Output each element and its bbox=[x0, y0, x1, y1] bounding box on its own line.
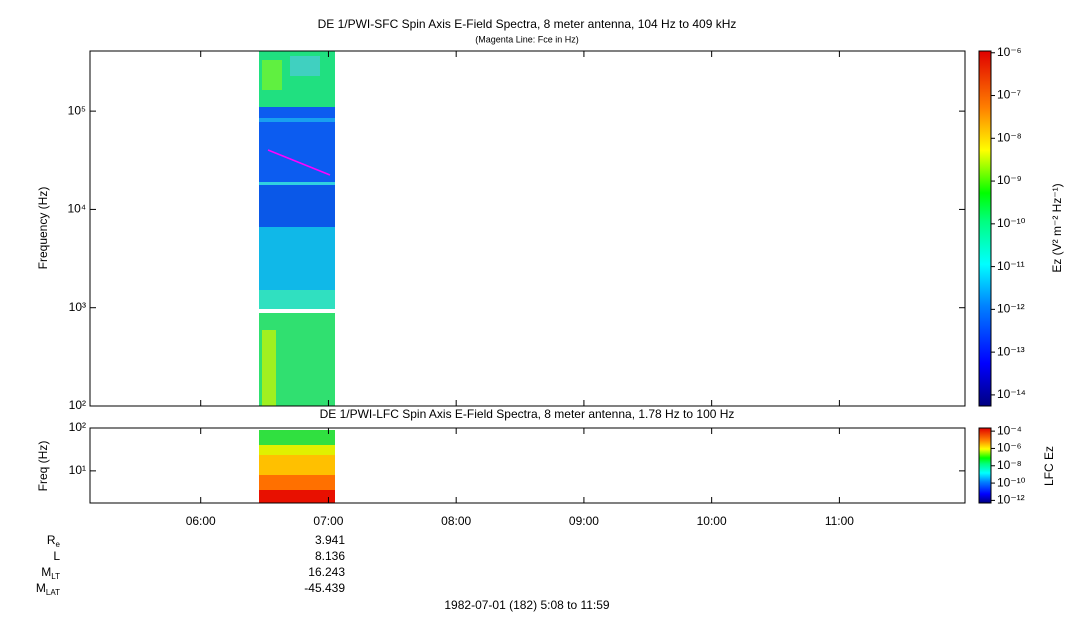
colorbar-tick-label: 10⁻⁴ bbox=[997, 423, 1022, 437]
colorbar-tick-label: 10⁻¹² bbox=[997, 302, 1025, 316]
x-tick-label: 07:00 bbox=[313, 514, 343, 528]
y-tick-label: 10⁵ bbox=[68, 103, 86, 117]
colorbar-tick-label: 10⁻¹¹ bbox=[997, 259, 1025, 273]
ephemeris-label-sub: LT bbox=[51, 572, 60, 581]
x-tick-label: 11:00 bbox=[825, 514, 854, 528]
footer: 1982-07-01 (182) 5:08 to 11:59 bbox=[444, 598, 610, 612]
ephemeris-label: L bbox=[53, 549, 60, 563]
spectrogram-band bbox=[259, 227, 335, 290]
colorbar-label: LFC Ez bbox=[1042, 446, 1056, 486]
plot-frame bbox=[89, 427, 966, 504]
spectrogram-band bbox=[259, 118, 335, 122]
spectrogram-bottom bbox=[259, 430, 335, 503]
ephemeris-label-main: L bbox=[53, 549, 60, 563]
x-tick-label: 06:00 bbox=[186, 514, 216, 528]
chart-title: DE 1/PWI-LFC Spin Axis E-Field Spectra, … bbox=[320, 407, 735, 421]
ephemeris-value: 8.136 bbox=[315, 549, 345, 563]
spectrogram-band bbox=[259, 490, 335, 503]
spectrogram-band bbox=[259, 182, 335, 185]
spectrogram-band bbox=[259, 430, 335, 445]
colorbar-tick-label: 10⁻⁸ bbox=[997, 130, 1022, 144]
ephemeris-label: Re bbox=[47, 533, 61, 549]
chart-subtitle: (Magenta Line: Fce in Hz) bbox=[475, 34, 579, 44]
colorbar-tick-label: 10⁻¹² bbox=[997, 493, 1025, 507]
colorbar-label: Ez (V² m⁻² Hz⁻¹) bbox=[1050, 183, 1064, 272]
ephemeris-label-main: M bbox=[36, 581, 46, 595]
colorbar-tick-label: 10⁻⁹ bbox=[997, 173, 1022, 187]
colorbar-tick-label: 10⁻⁶ bbox=[997, 441, 1022, 455]
spectrogram-band bbox=[259, 455, 335, 475]
spectrogram-band bbox=[259, 445, 335, 455]
spectrogram-band bbox=[259, 185, 335, 227]
x-tick-label: 08:00 bbox=[441, 514, 471, 528]
y-axis-label: Frequency (Hz) bbox=[36, 187, 50, 270]
colorbar-tick-label: 10⁻¹³ bbox=[997, 344, 1025, 358]
colorbar-tick-label: 10⁻⁸ bbox=[997, 458, 1022, 472]
colorbar bbox=[978, 50, 992, 407]
colorbar-tick-label: 10⁻⁶ bbox=[997, 45, 1022, 59]
fce-line bbox=[267, 149, 331, 176]
colorbar-tick-label: 10⁻⁷ bbox=[997, 88, 1021, 102]
colorbar-tick-label: 10⁻¹⁴ bbox=[997, 387, 1026, 401]
ephemeris-value: 16.243 bbox=[308, 565, 345, 579]
y-tick-label: 10² bbox=[69, 420, 86, 434]
y-tick-label: 10³ bbox=[69, 300, 86, 314]
spectrogram-band bbox=[259, 290, 335, 309]
chart-title: DE 1/PWI-SFC Spin Axis E-Field Spectra, … bbox=[318, 17, 737, 31]
x-tick-label: 10:00 bbox=[697, 514, 727, 528]
spectrogram-band bbox=[290, 56, 320, 76]
ephemeris-value: 3.941 bbox=[315, 533, 345, 547]
spectrogram-band bbox=[262, 60, 282, 90]
ephemeris-value: -45.439 bbox=[304, 581, 345, 595]
spectrogram-top bbox=[259, 51, 335, 406]
plot-frame bbox=[89, 50, 966, 407]
ephemeris-label-main: M bbox=[41, 565, 51, 579]
y-tick-label: 10² bbox=[69, 398, 86, 412]
y-tick-label: 10⁴ bbox=[67, 202, 86, 216]
spectrogram-band bbox=[262, 330, 276, 406]
ephemeris-label: MLAT bbox=[36, 581, 60, 597]
colorbar bbox=[978, 427, 992, 504]
ephemeris-label-sub: e bbox=[56, 540, 61, 549]
spectrogram-band bbox=[259, 475, 335, 490]
ephemeris-label-sub: LAT bbox=[46, 588, 60, 597]
y-axis-label: Freq (Hz) bbox=[36, 441, 50, 492]
y-tick-label: 10¹ bbox=[69, 463, 86, 477]
ephemeris-label: MLT bbox=[41, 565, 60, 581]
ephemeris-label-main: R bbox=[47, 533, 56, 547]
x-tick-label: 09:00 bbox=[569, 514, 599, 528]
colorbar-tick-label: 10⁻¹⁰ bbox=[997, 475, 1026, 489]
colorbar-tick-label: 10⁻¹⁰ bbox=[997, 216, 1026, 230]
